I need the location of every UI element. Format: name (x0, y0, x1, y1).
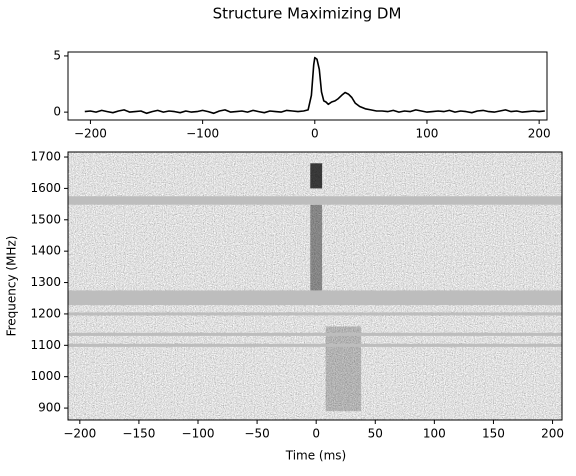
x-tick-label: 0 (312, 427, 320, 441)
x-tick-label: 200 (541, 427, 564, 441)
x-tick-label: 50 (368, 427, 383, 441)
waterfall-image (68, 152, 562, 420)
x-tick-label: −200 (63, 427, 96, 441)
x-tick-label: 200 (528, 127, 551, 141)
y-tick-label: 1600 (30, 181, 61, 195)
x-tick-label: 0 (311, 127, 319, 141)
chart-title: Structure Maximizing DM (213, 5, 402, 23)
signal-region (325, 326, 362, 412)
x-tick-label: 100 (416, 127, 439, 141)
signal-region (310, 163, 323, 189)
x-tick-label: −150 (122, 427, 155, 441)
x-tick-label: −100 (186, 127, 219, 141)
x-tick-label: −100 (182, 427, 215, 441)
x-tick-label: 150 (482, 427, 505, 441)
x-tick-label: −50 (244, 427, 269, 441)
y-tick-label: 1000 (30, 369, 61, 383)
y-tick-label: 0 (53, 105, 61, 119)
y-tick-label: 1500 (30, 212, 61, 226)
masked-band (68, 343, 562, 347)
masked-band (68, 332, 562, 336)
x-tick-label: −200 (74, 127, 107, 141)
masked-band (68, 312, 562, 316)
y-tick-label: 1400 (30, 244, 61, 258)
y-tick-label: 1200 (30, 306, 61, 320)
masked-band (68, 196, 562, 205)
y-tick-label: 1700 (30, 150, 61, 164)
axes-frame (67, 51, 548, 121)
y-tick-label: 900 (38, 401, 61, 415)
y-tick-label: 1100 (30, 338, 61, 352)
axes-frame (67, 151, 563, 421)
y-tick-label: 5 (53, 48, 61, 62)
signal-region (310, 204, 323, 292)
y-axis-label: Frequency (MHz) (5, 236, 19, 337)
y-tick-label: 1300 (30, 275, 61, 289)
masked-band (68, 290, 562, 306)
x-tick-label: 100 (423, 427, 446, 441)
x-axis-label: Time (ms) (285, 449, 347, 463)
profile-line (84, 56, 545, 115)
